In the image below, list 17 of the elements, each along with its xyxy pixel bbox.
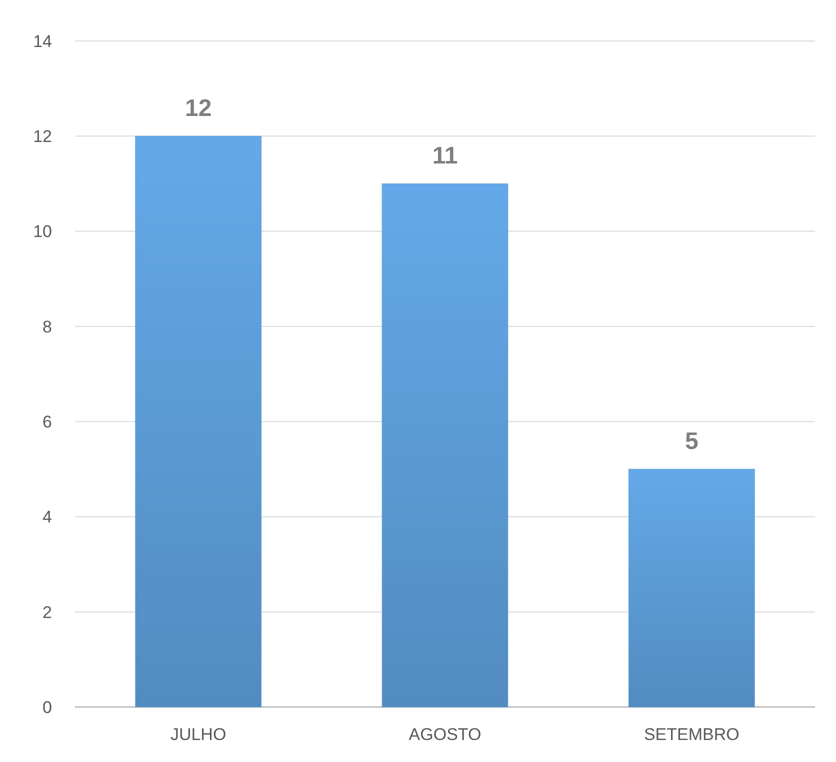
- y-tick-label: 0: [42, 698, 52, 717]
- bar: [135, 136, 262, 708]
- data-label: 5: [684, 428, 698, 456]
- y-tick-label: 2: [42, 602, 52, 622]
- x-tick-label: SETEMBRO: [644, 725, 740, 744]
- bar: [628, 468, 755, 708]
- y-tick-label: 8: [42, 317, 52, 336]
- y-tick-label: 4: [42, 508, 52, 527]
- y-tick-label: 12: [33, 127, 52, 146]
- y-tick-label: 6: [42, 412, 52, 432]
- x-tick-label: JULHO: [170, 725, 226, 744]
- data-label: 11: [432, 142, 458, 170]
- bar: [382, 183, 508, 708]
- data-label: 12: [184, 95, 212, 122]
- x-tick-label: AGOSTO: [408, 725, 482, 744]
- y-tick-label: 10: [33, 222, 52, 242]
- y-tick-label: 14: [33, 32, 52, 51]
